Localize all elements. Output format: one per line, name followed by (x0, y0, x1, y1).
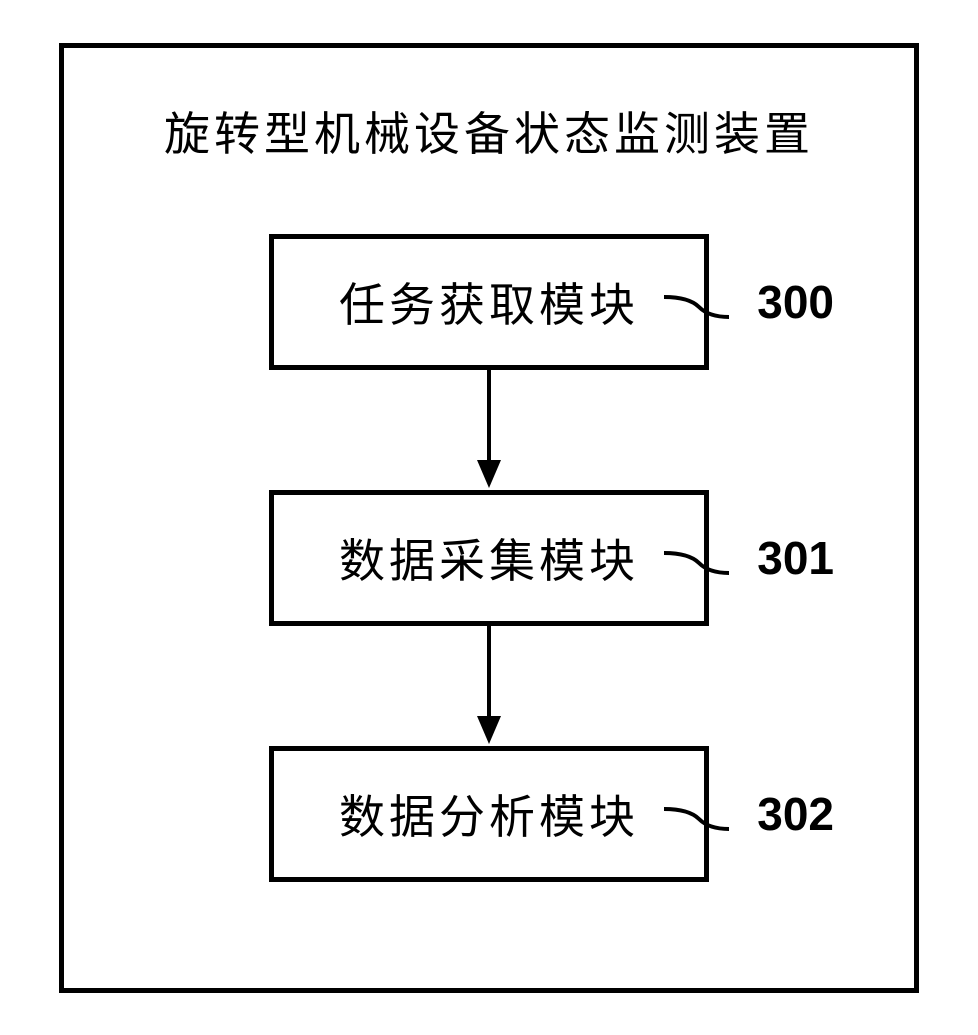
module-box-task: 任务获取模块 (269, 234, 709, 370)
arrow-0 (469, 370, 509, 490)
module-row-2: 数据分析模块 302 (124, 746, 854, 882)
callout-curve-2 (664, 784, 729, 844)
diagram-container: 旋转型机械设备状态监测装置 任务获取模块 300 数据采集模块 301 数据分析… (59, 43, 919, 993)
arrow-1 (469, 626, 509, 746)
module-label-2: 302 (757, 787, 834, 841)
diagram-title: 旋转型机械设备状态监测装置 (164, 98, 814, 164)
module-box-data-analyze: 数据分析模块 (269, 746, 709, 882)
module-row-0: 任务获取模块 300 (124, 234, 854, 370)
callout-curve-0 (664, 272, 729, 332)
module-label-0: 300 (757, 275, 834, 329)
module-row-1: 数据采集模块 301 (124, 490, 854, 626)
callout-curve-1 (664, 528, 729, 588)
module-box-data-collect: 数据采集模块 (269, 490, 709, 626)
module-label-1: 301 (757, 531, 834, 585)
